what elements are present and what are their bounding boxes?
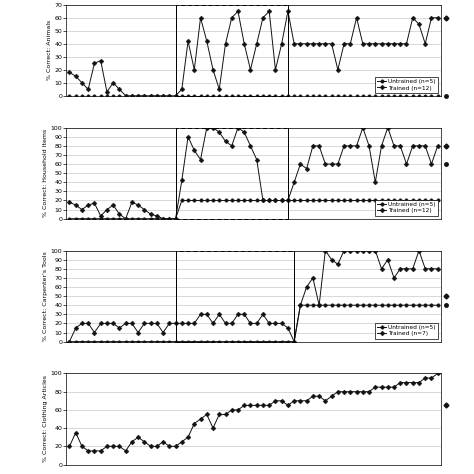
- Trained (n=12): [67, 200, 73, 205]
- Trained (n=12): [235, 9, 241, 14]
- Trained (n=7): [67, 339, 73, 345]
- Trained (n=12): [435, 15, 440, 20]
- Trained (n=12): [198, 157, 203, 163]
- Line: Untrained (n=5): Untrained (n=5): [68, 199, 439, 220]
- Line: Untrained (n=5): Untrained (n=5): [68, 94, 439, 98]
- Trained (n=12): [135, 93, 141, 99]
- Trained (n=7): [185, 320, 191, 326]
- Untrained (n=5): [173, 216, 178, 221]
- Trained (n=12): [123, 216, 128, 221]
- Untrained (n=5): [129, 93, 135, 99]
- Legend: Untrained (n=5), Trained (n=7): Untrained (n=5), Trained (n=7): [375, 323, 438, 339]
- Trained (n=12): [310, 41, 316, 46]
- Untrained (n=5): [191, 339, 197, 345]
- Trained (n=12): [179, 178, 185, 183]
- Trained (n=12): [123, 93, 128, 99]
- Untrained (n=5): [298, 302, 303, 308]
- Line: Trained (n=12): Trained (n=12): [68, 126, 439, 220]
- Trained (n=12): [179, 86, 185, 92]
- Trained (n=7): [322, 248, 328, 254]
- Line: Trained (n=12): Trained (n=12): [68, 9, 439, 98]
- Trained (n=12): [135, 202, 141, 208]
- Trained (n=12): [191, 147, 197, 153]
- Untrained (n=5): [198, 198, 203, 203]
- Trained (n=12): [204, 125, 210, 130]
- Y-axis label: % Correct: Carpenter's Tools: % Correct: Carpenter's Tools: [43, 251, 48, 341]
- Untrained (n=5): [173, 93, 178, 99]
- Trained (n=12): [166, 216, 172, 221]
- Untrained (n=5): [67, 93, 73, 99]
- Trained (n=7): [435, 266, 440, 272]
- Trained (n=12): [198, 15, 203, 20]
- Untrained (n=5): [435, 198, 440, 203]
- Y-axis label: % Correct: Clothing Articles: % Correct: Clothing Articles: [43, 375, 48, 463]
- Untrained (n=5): [67, 216, 73, 221]
- Untrained (n=5): [67, 339, 73, 345]
- Trained (n=12): [166, 93, 172, 99]
- Trained (n=7): [298, 302, 303, 308]
- Untrained (n=5): [129, 216, 135, 221]
- Trained (n=7): [129, 320, 135, 326]
- Untrained (n=5): [304, 302, 310, 308]
- Trained (n=12): [67, 70, 73, 75]
- Untrained (n=5): [160, 93, 166, 99]
- Y-axis label: % Correct: Household Items: % Correct: Household Items: [43, 129, 48, 217]
- Untrained (n=5): [304, 198, 310, 203]
- Trained (n=7): [191, 320, 197, 326]
- Trained (n=12): [435, 143, 440, 149]
- Trained (n=12): [310, 143, 316, 149]
- Untrained (n=5): [191, 198, 197, 203]
- Untrained (n=5): [160, 339, 166, 345]
- Untrained (n=5): [191, 93, 197, 99]
- Untrained (n=5): [185, 93, 191, 99]
- Trained (n=12): [191, 67, 197, 73]
- Line: Trained (n=7): Trained (n=7): [68, 249, 439, 343]
- Bar: [175, 128, 288, 219]
- Y-axis label: % Correct: Animals: % Correct: Animals: [46, 20, 52, 81]
- Trained (n=7): [160, 329, 166, 335]
- Untrained (n=5): [435, 93, 440, 99]
- Untrained (n=5): [160, 216, 166, 221]
- Bar: [175, 251, 294, 342]
- Legend: Untrained (n=5), Trained (n=12): Untrained (n=5), Trained (n=12): [375, 200, 438, 216]
- Untrained (n=5): [179, 198, 185, 203]
- Legend: Untrained (n=5), Trained (n=12): Untrained (n=5), Trained (n=12): [375, 77, 438, 93]
- Trained (n=7): [173, 320, 178, 326]
- Untrained (n=5): [185, 339, 191, 345]
- Line: Untrained (n=5): Untrained (n=5): [68, 303, 439, 343]
- Untrained (n=5): [298, 93, 303, 99]
- Bar: [175, 5, 288, 96]
- Untrained (n=5): [129, 339, 135, 345]
- Untrained (n=5): [435, 302, 440, 308]
- Untrained (n=5): [173, 339, 178, 345]
